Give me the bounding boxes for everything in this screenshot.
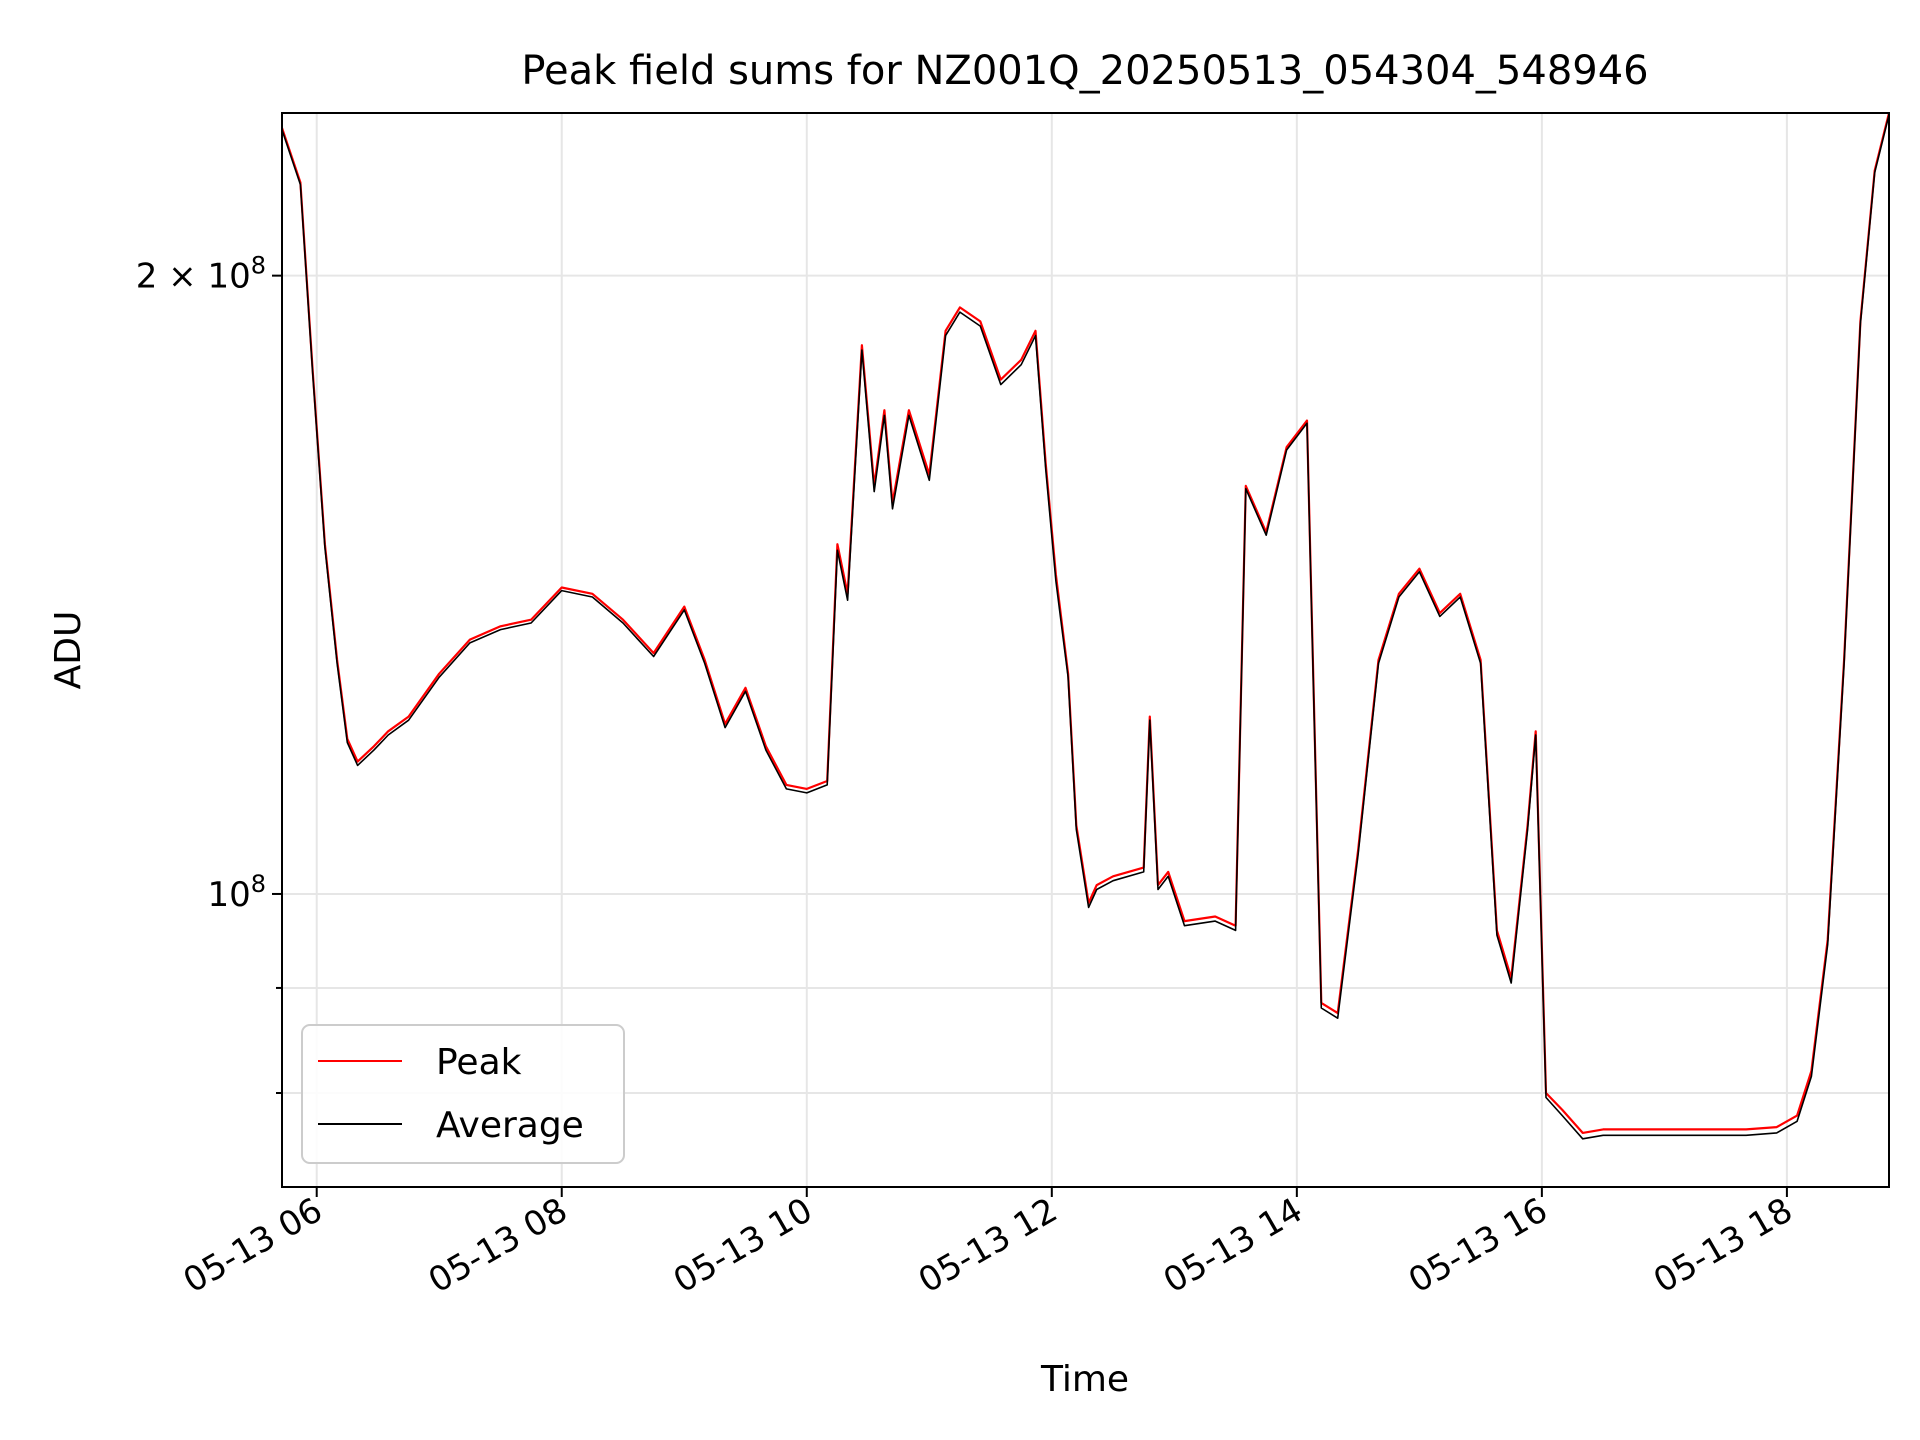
- x-axis-label: Time: [1040, 1359, 1129, 1400]
- y-axis-ticks: 108 2 × 108: [136, 252, 282, 1095]
- x-tick-label: 05-13 06: [177, 1190, 329, 1301]
- legend-label-average: Average: [436, 1105, 584, 1146]
- legend-label-peak: Peak: [436, 1042, 522, 1083]
- series-line-peak: [280, 112, 1891, 1135]
- x-axis-ticks: 05-13 06 05-13 08 05-13 10 05-13 12 05-13 14…: [177, 1187, 1799, 1301]
- y-tick-label: 2 × 108: [136, 252, 266, 297]
- x-tick-label: 05-13 16: [1402, 1190, 1554, 1301]
- x-tick-label: 05-13 12: [912, 1190, 1064, 1301]
- legend: Peak Average: [301, 1024, 625, 1164]
- x-tick-label: 05-13 10: [667, 1190, 819, 1301]
- x-tick-label: 05-13 08: [422, 1190, 574, 1301]
- y-tick-label: 108: [207, 870, 266, 915]
- legend-box: [301, 1024, 625, 1164]
- x-tick-label: 05-13 18: [1647, 1190, 1799, 1301]
- y-axis-label: ADU: [48, 611, 89, 690]
- x-tick-label: 05-13 14: [1157, 1190, 1309, 1301]
- chart-title: Peak field sums for NZ001Q_20250513_0543…: [521, 48, 1648, 94]
- series-line-average: [281, 114, 1890, 1140]
- series-lines: [280, 112, 1891, 1140]
- plot-area-frame: [281, 112, 1890, 1188]
- grid: [282, 113, 1889, 1187]
